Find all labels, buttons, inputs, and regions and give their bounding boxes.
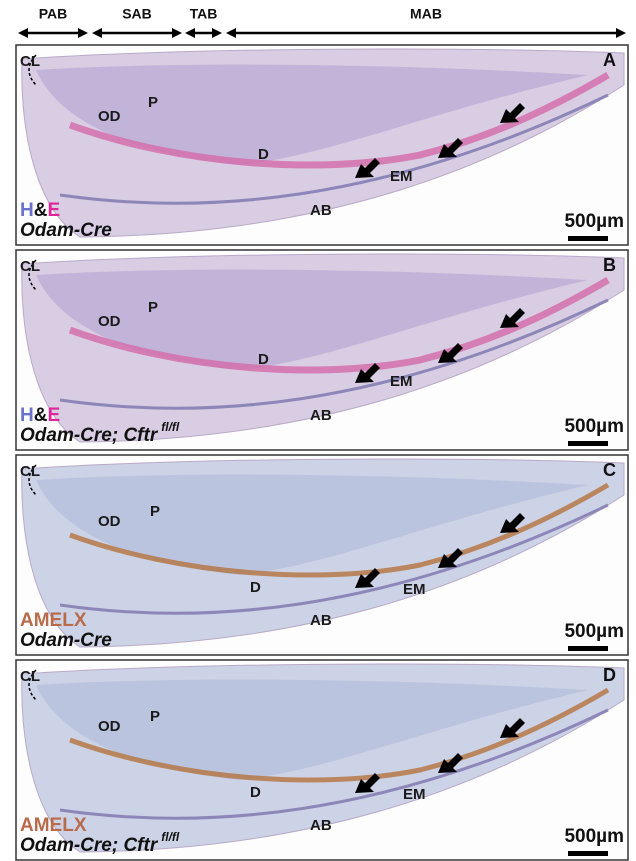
genotype-name: Odam-Cre [20,220,112,241]
arrow-head [92,28,102,38]
scale-label: 500µm [564,826,624,847]
scale-bar [568,851,608,856]
stain-label: AMELX [20,610,87,631]
arrow-head [212,28,222,38]
structure-label: OD [98,313,121,330]
zone-label: SAB [122,6,152,22]
structure-label: P [148,299,158,316]
structure-label: D [258,146,269,163]
panel-letter: D [603,665,616,685]
stain-part: H [20,405,34,426]
structure-label: AB [310,407,332,424]
arrow-head [18,28,28,38]
structure-label: AB [310,817,332,834]
structure-label: P [150,708,160,725]
stain-part: E [47,405,60,426]
genotype-name: Odam-Cre; Cftr [20,835,159,856]
genotype: Odam-Cre [20,630,112,651]
panel-letter: C [603,460,616,480]
structure-label: AB [310,612,332,629]
structure-label: OD [98,108,121,125]
stain-part: E [47,200,60,221]
figure: PABSABTABMABACLODPDEMABH&EOdam-Cre500µmB… [0,0,636,861]
genotype: Odam-Cre [20,220,112,241]
arrow-head [226,28,236,38]
scale-label: 500µm [564,621,624,642]
zone-label: MAB [410,6,442,22]
genotype-sup: fl/fl [161,420,180,434]
structure-label: EM [403,581,426,598]
arrow-head [172,28,182,38]
structure-label: CL [20,668,40,685]
stain-label: AMELX [20,815,87,836]
structure-label: CL [20,258,40,275]
zone-label: PAB [39,6,68,22]
arrow-head [616,28,626,38]
panel-letter: B [603,255,616,275]
scale-label: 500µm [564,416,624,437]
panel-letter: A [603,50,616,70]
zone-label: TAB [190,6,218,22]
arrow-head [78,28,88,38]
genotype-name: Odam-Cre [20,630,112,651]
scale-label: 500µm [564,211,624,232]
structure-label: P [148,94,158,111]
structure-label: EM [390,168,413,185]
stain-part: H [20,200,34,221]
stain-part: AMELX [20,815,87,836]
page: {"header": {"zones": ["PAB", "SAB", "TAB… [0,0,636,861]
structure-label: CL [20,463,40,480]
structure-label: CL [20,53,40,70]
stain-part: AMELX [20,610,87,631]
structure-label: D [258,351,269,368]
structure-label: D [250,784,261,801]
scale-bar [568,646,608,651]
genotype-sup: fl/fl [161,830,180,844]
structure-label: P [150,503,160,520]
structure-label: AB [310,202,332,219]
genotype-name: Odam-Cre; Cftr [20,425,159,446]
scale-bar [568,236,608,241]
arrow-head [185,28,195,38]
stain-label: H&E [20,405,60,426]
stain-label: H&E [20,200,60,221]
structure-label: D [250,579,261,596]
structure-label: OD [98,513,121,530]
scale-bar [568,441,608,446]
structure-label: OD [98,718,121,735]
stain-part: & [34,200,48,221]
structure-label: EM [403,786,426,803]
stain-part: & [34,405,48,426]
structure-label: EM [390,373,413,390]
